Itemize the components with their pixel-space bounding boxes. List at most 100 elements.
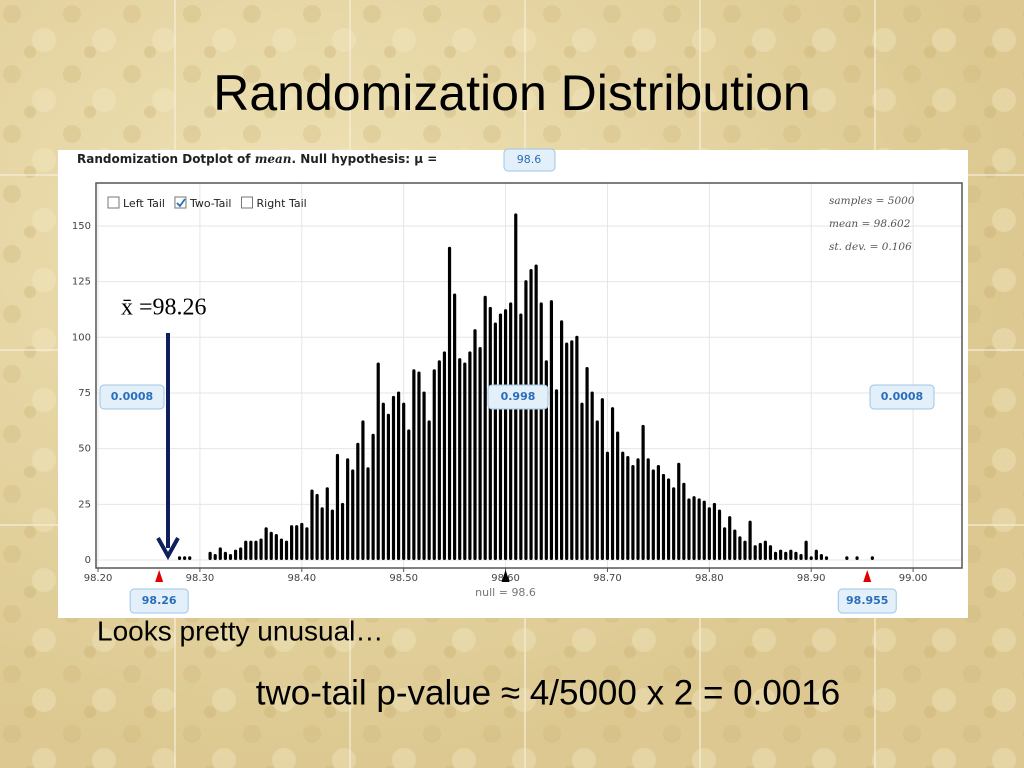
dot-stack (570, 340, 574, 560)
dot-stack (702, 500, 706, 560)
dot-stack (575, 335, 579, 560)
dot-stack (239, 547, 243, 560)
cutoff-marker (863, 570, 872, 582)
cutoff-label-box[interactable] (837, 588, 897, 614)
y-tick-label: 75 (78, 388, 91, 399)
dot-stack (453, 293, 457, 560)
dot-stack (809, 556, 813, 560)
dot-stack (412, 369, 416, 560)
dot-stack (723, 527, 727, 560)
dot-stack (503, 309, 508, 560)
checkbox[interactable] (107, 196, 120, 209)
dot-stack (661, 473, 666, 560)
dot-stack (590, 391, 594, 560)
dot-stack (641, 424, 645, 560)
dot-stack (666, 478, 671, 560)
dot-stack (565, 342, 569, 560)
dot-stack (218, 547, 222, 560)
dot-stack (498, 313, 503, 560)
dot-stack (458, 358, 462, 560)
dot-stack (870, 556, 874, 560)
dot-stack (213, 554, 217, 560)
dot-stack (233, 549, 238, 560)
tail-proportion: 0.0008 (881, 390, 923, 403)
dot-stack (223, 551, 227, 560)
checkbox[interactable] (174, 196, 187, 209)
dot-stack (295, 525, 299, 560)
cutoff-label-box[interactable] (129, 588, 189, 614)
dot-stack (483, 295, 487, 560)
dot-stack (290, 525, 294, 560)
dot-stack (315, 493, 319, 560)
dot-stack (743, 540, 747, 560)
dot-stack (656, 464, 660, 560)
arrow-head (156, 537, 180, 561)
dot-stack (391, 395, 396, 560)
dot-stack (824, 556, 829, 560)
x-tick-label: 98.30 (186, 573, 215, 584)
title-part: Randomization Dotplot of (77, 152, 255, 166)
x-tick-label: 98.90 (797, 573, 826, 584)
dot-stack (595, 420, 599, 560)
dot-stack (687, 498, 691, 560)
dot-stack (422, 391, 426, 560)
dot-stack (493, 322, 497, 560)
dot-stack (789, 549, 793, 560)
stat: mean = 98.602 (829, 218, 911, 230)
dot-stack (814, 549, 818, 560)
dot-stack (855, 556, 859, 560)
null-value-box[interactable] (503, 148, 556, 172)
tail-proportion-box[interactable] (99, 384, 165, 410)
dot-stack (605, 451, 610, 560)
checkbox[interactable] (241, 196, 253, 209)
title-part: . Null hypothesis: μ = (292, 152, 438, 166)
dot-stack (386, 413, 391, 560)
dot-stack (330, 509, 334, 560)
y-tick-label: 25 (78, 499, 91, 510)
dot-stack (427, 420, 431, 560)
dot-stack (407, 429, 411, 560)
null-value: 98.6 (517, 153, 542, 166)
x-tick-label: 98.80 (695, 573, 724, 584)
dot-stack (463, 362, 467, 560)
dot-stack (325, 487, 329, 560)
dot-stack (320, 507, 324, 560)
y-tick-label: 150 (72, 221, 91, 232)
dot-stack (335, 453, 340, 560)
dot-stack (366, 467, 370, 560)
cutoff-label: 98.955 (846, 594, 888, 607)
dot-stack (819, 554, 824, 560)
cutoff-label: 98.26 (142, 594, 177, 607)
dot-stack (300, 522, 304, 560)
comment: Looks pretty unusual… (97, 615, 383, 646)
dot-stack (631, 464, 635, 560)
checkmark (176, 198, 186, 208)
dot-stack (284, 540, 289, 560)
tail-proportion-box[interactable] (487, 384, 549, 410)
dot-stack (560, 320, 564, 560)
dot-stack (264, 527, 268, 560)
dot-stack (259, 538, 263, 560)
dot-stack (524, 280, 528, 560)
y-tick-label: 100 (72, 332, 91, 343)
slide-title: Randomization Distribution (213, 65, 811, 121)
dot-stack (733, 529, 737, 560)
dot-stack (784, 551, 788, 560)
stat: samples = 5000 (829, 195, 915, 207)
dot-stack (376, 362, 380, 560)
dot-stack (636, 458, 640, 560)
dot-stack (651, 469, 655, 560)
dot-stack (804, 540, 808, 560)
dot-stack (626, 456, 630, 560)
dot-stack (279, 538, 284, 560)
dot-stack (310, 489, 314, 560)
tail-option-label: Left Tail (123, 197, 165, 210)
tail-proportion-box[interactable] (869, 384, 935, 410)
x-tick-label: 98.70 (593, 573, 622, 584)
y-tick-label: 125 (72, 277, 91, 288)
x-tick-label: 98.20 (84, 573, 113, 584)
tail-option-label: Two-Tail (189, 197, 232, 210)
conclusion: two-tail p-value ≈ 4/5000 x 2 = 0.0016 (256, 673, 840, 712)
dot-stack (468, 351, 472, 560)
